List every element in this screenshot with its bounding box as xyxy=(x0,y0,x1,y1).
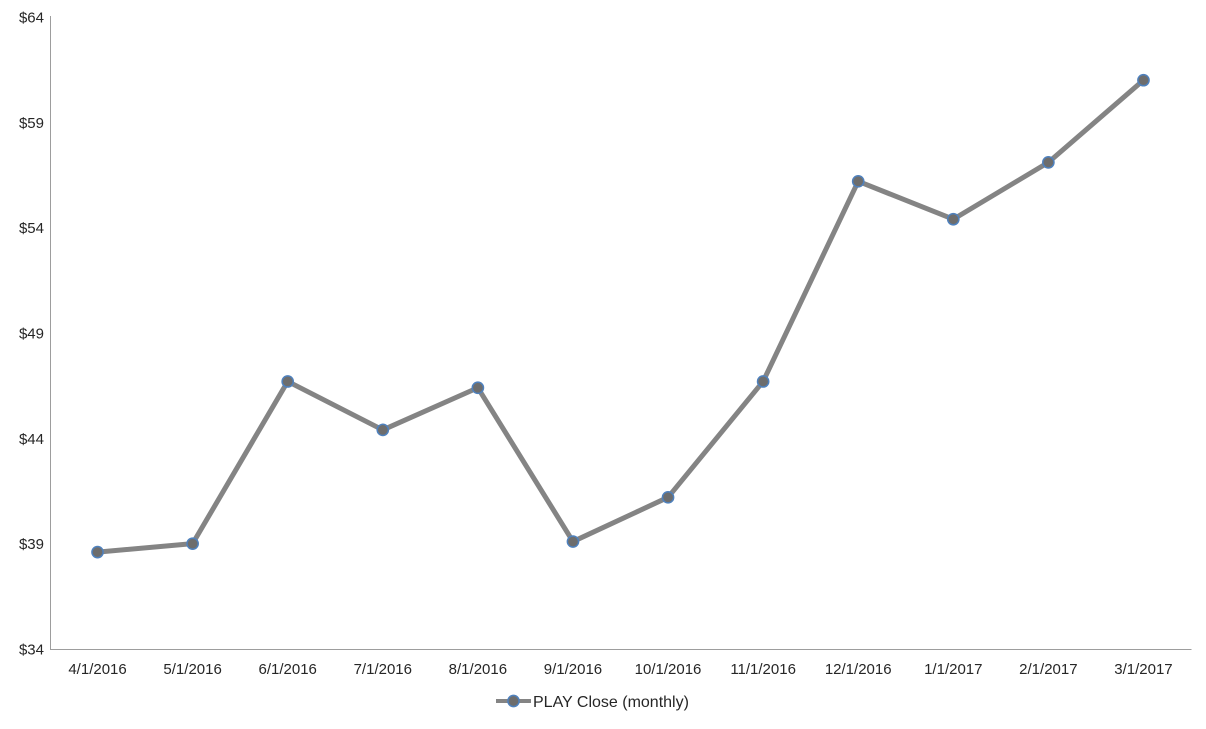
y-tick-label: $64 xyxy=(19,10,44,27)
y-axis-tick-labels: $64 $59 $54 $49 $44 $39 $34 xyxy=(19,10,44,659)
data-point-marker xyxy=(186,537,199,551)
data-point-marker xyxy=(756,375,770,388)
axes xyxy=(50,16,1192,650)
x-tick-label: 10/1/2016 xyxy=(635,661,702,678)
x-tick-label: 9/1/2016 xyxy=(544,661,602,678)
x-tick-label: 12/1/2016 xyxy=(825,661,892,678)
y-tick-label: $44 xyxy=(19,431,44,448)
data-point-marker xyxy=(281,375,295,388)
y-tick-label: $49 xyxy=(19,326,44,343)
legend-marker-icon xyxy=(507,694,520,708)
data-point-marker xyxy=(1137,73,1150,87)
series-line xyxy=(95,77,1146,555)
x-tick-label: 3/1/2017 xyxy=(1114,661,1172,678)
legend: PLAY Close (monthly) xyxy=(496,694,689,711)
data-point-marker xyxy=(851,174,865,188)
legend-label: PLAY Close (monthly) xyxy=(533,694,689,711)
x-tick-label: 11/1/2016 xyxy=(730,661,796,678)
y-tick-label: $54 xyxy=(19,220,44,237)
x-tick-label: 8/1/2016 xyxy=(449,661,507,678)
data-point-marker xyxy=(91,545,104,559)
data-series xyxy=(91,73,1150,559)
x-tick-label: 2/1/2017 xyxy=(1019,661,1077,678)
data-point-marker xyxy=(946,212,960,226)
x-tick-label: 5/1/2016 xyxy=(163,661,221,678)
x-tick-label: 6/1/2016 xyxy=(259,661,317,678)
data-point-marker xyxy=(661,490,675,504)
x-tick-label: 7/1/2016 xyxy=(354,661,412,678)
y-tick-label: $39 xyxy=(19,536,44,553)
x-tick-label: 4/1/2016 xyxy=(68,661,126,678)
data-point-marker xyxy=(1042,156,1055,169)
x-axis-tick-labels: 4/1/2016 5/1/2016 6/1/2016 7/1/2016 8/1/2016… xyxy=(68,661,1172,678)
data-point-marker xyxy=(376,423,390,437)
data-point-marker xyxy=(566,535,580,548)
data-point-marker xyxy=(471,381,485,395)
y-tick-label: $59 xyxy=(19,115,44,132)
x-tick-label: 1/1/2017 xyxy=(924,661,982,678)
y-tick-label: $34 xyxy=(19,642,44,659)
